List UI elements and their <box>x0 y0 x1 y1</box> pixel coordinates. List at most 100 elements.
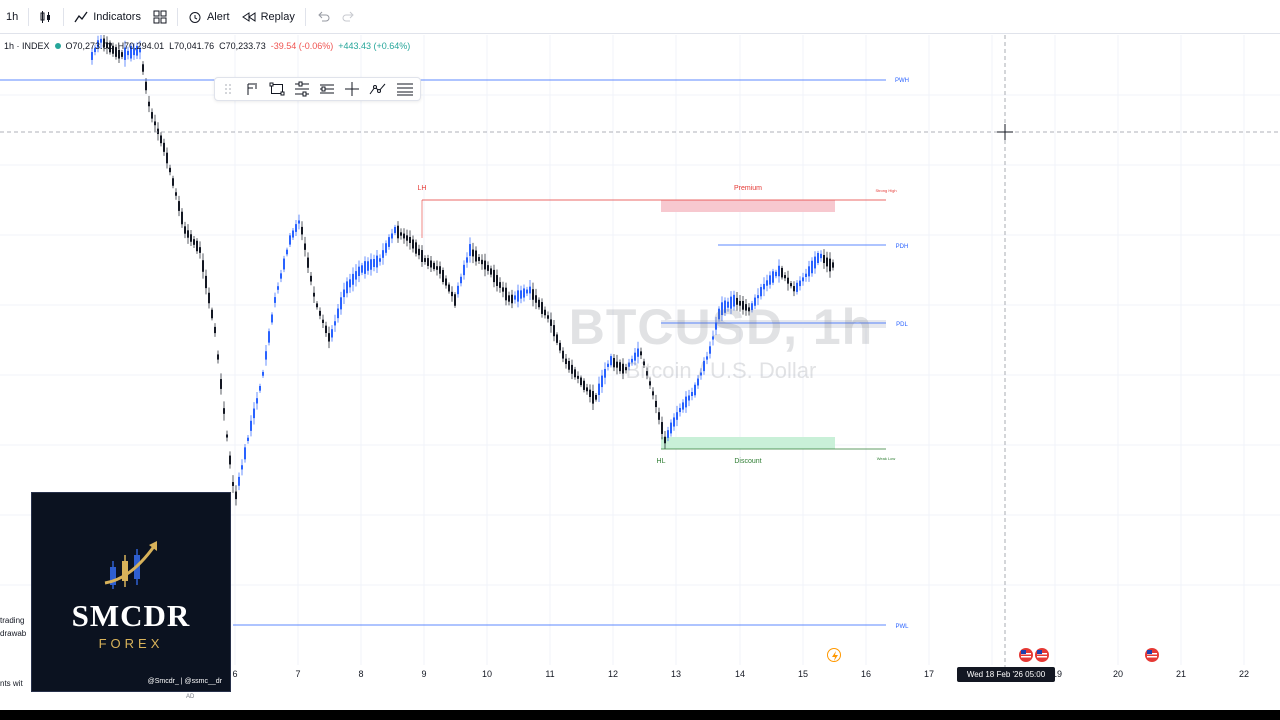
candle-body <box>445 278 447 286</box>
candle-body <box>358 266 360 277</box>
candle-body <box>460 276 462 284</box>
candle-body <box>706 356 708 360</box>
candle-body <box>829 258 831 272</box>
candle-body <box>523 288 525 298</box>
candle-body <box>229 455 231 465</box>
candle-body <box>184 226 186 234</box>
time-tick: 6 <box>232 669 238 679</box>
candle-body <box>508 295 510 302</box>
brand-subtitle: FOREX <box>98 636 164 651</box>
toolbar-divider <box>28 7 30 26</box>
us-flag-event-icon[interactable] <box>1145 648 1159 662</box>
side-text: drawab <box>0 629 27 638</box>
candle-body <box>790 283 792 287</box>
crosshair-tool-icon[interactable] <box>344 80 360 98</box>
candle-body <box>442 269 444 283</box>
indicators-label: Indicators <box>93 10 141 23</box>
candle-body <box>148 101 150 107</box>
candle-body <box>673 417 675 427</box>
lightning-event-icon[interactable] <box>827 648 841 662</box>
candle-body <box>115 47 117 57</box>
candle-body <box>370 259 372 270</box>
candle-body <box>583 380 585 390</box>
text-tool-icon[interactable] <box>244 80 260 98</box>
candle-body <box>160 135 162 144</box>
candle-body <box>466 257 468 263</box>
candle-body <box>421 250 423 262</box>
trendline-tool-icon[interactable] <box>369 80 387 98</box>
candle-body <box>598 383 600 396</box>
redo-button[interactable] <box>336 4 362 30</box>
brand-name: SMCDR <box>71 598 191 633</box>
candle-body <box>472 249 474 257</box>
candle-body <box>751 303 753 311</box>
alarm-clock-icon <box>188 10 202 24</box>
candle-body <box>331 329 333 338</box>
price-chart[interactable]: PWH PDH PDL PWL Premium Discount LH HL Strong Hi… <box>0 35 1280 710</box>
candle-body <box>631 358 633 363</box>
templates-button[interactable] <box>147 4 173 30</box>
redo-icon <box>342 10 356 24</box>
us-flag-event-icon[interactable] <box>1035 648 1049 662</box>
candle-body <box>490 268 492 275</box>
candle-body <box>238 476 240 486</box>
rectangle-tool-icon[interactable] <box>269 80 285 98</box>
candle-body <box>271 314 273 323</box>
interval-label: 1h <box>6 10 19 23</box>
candle-body <box>670 422 672 434</box>
candles-type-button[interactable] <box>33 4 59 30</box>
grid-icon <box>153 10 167 24</box>
more-tools-icon[interactable] <box>396 80 414 98</box>
candle-body <box>412 239 414 249</box>
candle-body <box>721 302 723 315</box>
drag-handle-icon[interactable] <box>221 80 235 98</box>
candle-body <box>103 38 105 48</box>
fib-tool-icon[interactable] <box>294 80 310 98</box>
candle-body <box>817 252 819 264</box>
symbol-text[interactable]: 1h · INDEX <box>4 41 50 51</box>
candle-body <box>418 248 420 256</box>
indicators-button[interactable]: Indicators <box>68 4 147 30</box>
candle-body <box>346 281 348 294</box>
candle-body <box>730 296 732 309</box>
candle-body <box>775 271 777 277</box>
candle-body <box>454 294 456 306</box>
candle-body <box>538 299 540 308</box>
pdh-label: PDH <box>896 244 909 250</box>
candlestick-icon <box>39 10 53 24</box>
candle-body <box>547 315 549 319</box>
candle-body <box>697 378 699 386</box>
alert-button[interactable]: Alert <box>182 4 236 30</box>
candle-body <box>187 230 189 238</box>
ad-label: AD <box>186 694 195 700</box>
candle-body <box>517 290 519 302</box>
candle-body <box>655 400 657 408</box>
candle-body <box>601 375 603 388</box>
candle-body <box>181 211 183 225</box>
candle-body <box>163 142 165 152</box>
candle-body <box>616 361 618 368</box>
chart-annotations: PWH PDH PDL PWL Premium Discount LH HL Strong Hi… <box>0 78 909 630</box>
candle-body <box>133 47 135 56</box>
us-flag-event-icon[interactable] <box>1019 648 1033 662</box>
candle-body <box>814 256 816 269</box>
candle-body <box>403 233 405 239</box>
candle-body <box>391 233 393 239</box>
time-axis[interactable]: 6 7 8 9 10 11 12 13 14 15 16 17 19 20 21… <box>0 664 1280 684</box>
chart-pane[interactable]: PWH PDH PDL PWL Premium Discount LH HL Strong Hi… <box>0 35 1280 710</box>
candle-body <box>745 304 747 311</box>
candle-body <box>511 294 513 304</box>
toolbar-divider <box>304 7 306 26</box>
candle-body <box>703 360 705 372</box>
interval-button[interactable]: 1h <box>0 4 24 30</box>
undo-button[interactable] <box>310 4 336 30</box>
position-tool-icon[interactable] <box>319 80 335 98</box>
candle-body <box>379 258 381 262</box>
candle-series <box>91 35 834 506</box>
candle-body <box>679 407 681 413</box>
time-tick: 15 <box>797 669 809 679</box>
candle-body <box>265 351 267 360</box>
candle-body <box>100 38 102 43</box>
replay-button[interactable]: Replay <box>236 4 301 30</box>
candle-body <box>781 267 783 278</box>
